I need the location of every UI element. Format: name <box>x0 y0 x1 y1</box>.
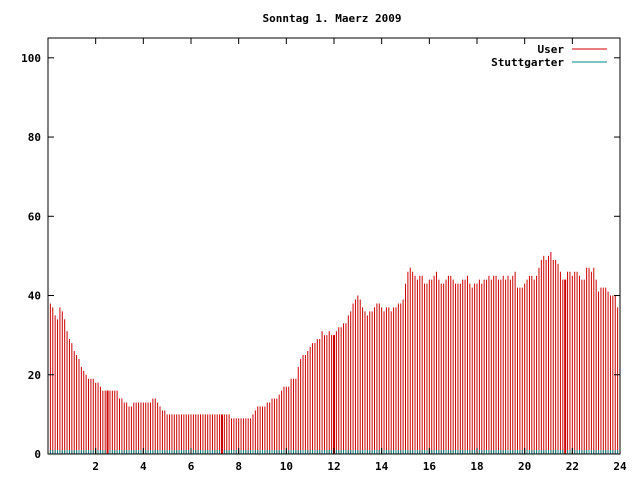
x-tick-label: 22 <box>566 460 579 473</box>
y-tick-label: 60 <box>28 210 41 223</box>
y-tick-label: 20 <box>28 369 41 382</box>
x-tick-label: 10 <box>280 460 293 473</box>
x-tick-label: 20 <box>518 460 531 473</box>
chart-title: Sonntag 1. Maerz 2009 <box>262 12 401 25</box>
x-tick-label: 6 <box>188 460 195 473</box>
y-tick-label: 100 <box>21 52 41 65</box>
markers-layer <box>106 279 567 454</box>
y-tick-label: 40 <box>28 290 41 303</box>
y-tick-label: 0 <box>34 448 41 461</box>
x-tick-label: 14 <box>375 460 389 473</box>
legend-label-user: User <box>538 43 565 56</box>
x-tick-label: 12 <box>327 460 340 473</box>
y-tick-label: 80 <box>28 131 41 144</box>
x-tick-label: 24 <box>613 460 627 473</box>
x-tick-label: 8 <box>235 460 242 473</box>
legend: User Stuttgarter <box>491 43 607 69</box>
legend-label-stuttgarter: Stuttgarter <box>491 56 564 69</box>
x-tick-label: 16 <box>423 460 437 473</box>
x-tick-label: 2 <box>92 460 99 473</box>
x-tick-label: 18 <box>470 460 483 473</box>
bars-layer <box>47 251 621 454</box>
x-tick-label: 4 <box>140 460 147 473</box>
